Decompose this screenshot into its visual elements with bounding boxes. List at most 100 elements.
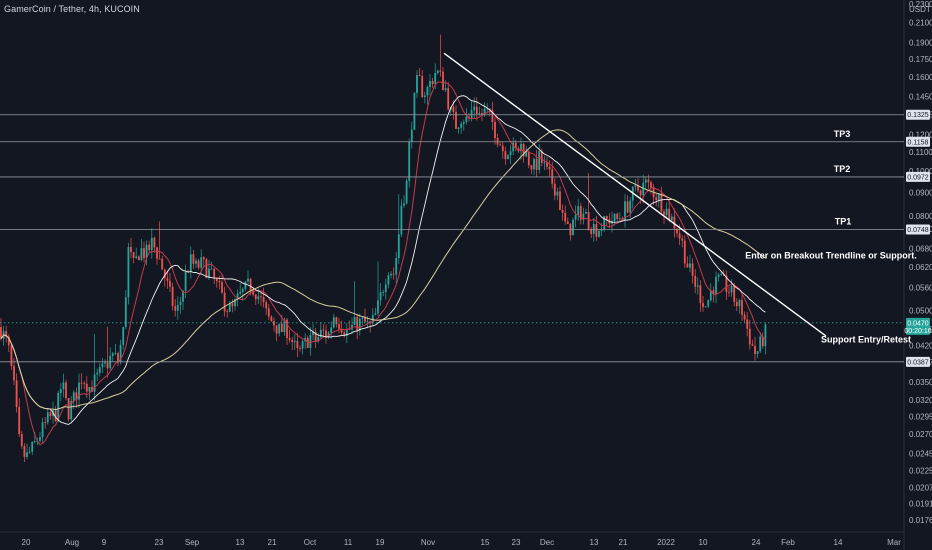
candle-body [660,193,663,212]
candle-body [176,304,179,311]
candle-body [283,319,286,333]
x-tick-label: Mar [887,538,901,547]
candle-body [395,258,398,275]
candle-body [343,332,346,336]
candle-body [15,380,18,408]
candle-body [361,317,364,319]
candle-body [704,306,707,308]
candle-body [509,151,512,156]
candle-body [475,106,478,114]
candle-body [533,158,535,170]
level-annotation: Support Entry/Retest [821,335,911,345]
candle-body [754,345,756,354]
candle-body [98,367,101,373]
x-tick-label: 13 [236,538,245,547]
candle-body [470,109,473,118]
level-price-label: 0.1325 [907,112,929,119]
candle-body [26,452,28,457]
candle-body [280,323,283,333]
candle-body [319,329,322,338]
candle-body [234,299,236,307]
candle-body [618,218,621,220]
candle-body [600,229,603,232]
candle-body [663,211,665,216]
candle-body [200,257,203,268]
level-annotation: TP3 [834,129,851,139]
candle-body [551,169,554,184]
candle-body [429,81,431,87]
candle-body [616,213,619,219]
candle-body [18,407,21,435]
candle-body [96,372,99,375]
candle-body [442,71,444,91]
candle-body [140,248,143,261]
candle-body [566,221,569,224]
candle-body [338,324,340,329]
candle-body [288,338,291,340]
candle-body [132,252,135,258]
candle-body [522,143,525,157]
candle-body [275,325,278,334]
candle-body [80,382,83,384]
candle-body [104,362,106,364]
candle-body [624,201,626,220]
candle-body [457,127,460,129]
y-tick-label: 0.1750 [909,55,932,64]
candle-body [208,268,210,278]
y-tick-label: 0.0620 [909,263,932,272]
candle-body [735,301,738,307]
candle-body [642,182,645,196]
candle-body [436,70,439,74]
candle-body [5,331,8,337]
candle-body [161,258,164,270]
candle-body [465,116,468,123]
candle-body [187,271,190,273]
level-price-tag [906,356,930,367]
candle-body [694,275,697,287]
level-price-tag [906,171,930,182]
candle-body [655,197,658,201]
candle-body [226,311,229,313]
candle-body [590,228,593,235]
candle-body [564,212,567,222]
candle-body [195,260,197,264]
symbol-title[interactable]: GamerCoin / Tether, 4h, KUCOIN [4,4,140,14]
candle-body [10,345,13,366]
candle-body [743,314,746,320]
candle-body [106,362,109,369]
candle-body [239,291,242,294]
y-tick-label: 0.1000 [909,167,932,176]
candle-body [520,143,522,152]
candle-body [668,208,671,221]
candle-body [447,88,450,110]
candle-body [119,344,122,362]
candle-body [538,151,541,170]
candle-body [673,216,676,229]
candle-body [247,278,249,282]
candle-body [57,392,60,422]
x-tick-label: Nov [421,538,435,547]
descending-trendline[interactable] [443,52,827,337]
candle-body [504,151,507,160]
candle-body [158,258,161,260]
candle-body [455,111,457,129]
candle-body [460,123,463,128]
candle-body [595,224,598,237]
candle-body [351,324,353,330]
candle-body [228,303,231,312]
candle-body [348,329,351,330]
y-tick-label: 0.1600 [909,73,932,82]
candle-body [189,254,192,273]
candle-body [54,410,57,422]
candle-body [413,92,416,130]
y-tick-label: 0.0900 [909,188,932,197]
y-tick-label: 0.0225 [909,467,932,476]
candle-body [39,437,41,441]
candle-body [353,316,356,325]
y-tick-label: 0.1100 [909,148,932,157]
candle-body [548,166,551,170]
candle-body [114,353,117,355]
candle-body [135,256,138,258]
